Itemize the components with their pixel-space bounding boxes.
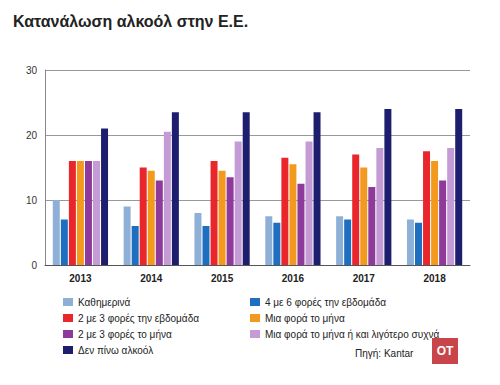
svg-text:4 με 6 φορές την εβδομάδα: 4 με 6 φορές την εβδομάδα (265, 297, 386, 308)
svg-text:2014: 2014 (140, 273, 163, 284)
svg-text:2018: 2018 (423, 273, 446, 284)
svg-text:30: 30 (26, 65, 38, 76)
svg-text:10: 10 (26, 195, 38, 206)
svg-text:2013: 2013 (69, 273, 92, 284)
svg-text:Μια φορά το μήνα ή και λιγότερ: Μια φορά το μήνα ή και λιγότερο συχνά (265, 329, 439, 340)
svg-text:20: 20 (26, 130, 38, 141)
svg-text:2016: 2016 (282, 273, 305, 284)
svg-text:Κατανάλωση αλκοόλ στην Ε.Ε.: Κατανάλωση αλκοόλ στην Ε.Ε. (13, 13, 248, 30)
svg-text:Καθημερινά: Καθημερινά (78, 297, 131, 308)
svg-text:0: 0 (31, 260, 37, 271)
svg-text:Δεν πίνω αλκοόλ: Δεν πίνω αλκοόλ (78, 345, 153, 356)
svg-text:2 με 3 φορές το μήνα: 2 με 3 φορές το μήνα (78, 329, 172, 340)
svg-text:2 με 3 φορές την εβδομάδα: 2 με 3 φορές την εβδομάδα (78, 313, 199, 324)
svg-text:Πηγή: Kantar: Πηγή: Kantar (355, 348, 414, 359)
svg-text:Μια φορά το μήνα: Μια φορά το μήνα (265, 313, 345, 324)
svg-text:OT: OT (437, 344, 454, 358)
svg-text:2017: 2017 (353, 273, 376, 284)
svg-text:2015: 2015 (211, 273, 234, 284)
